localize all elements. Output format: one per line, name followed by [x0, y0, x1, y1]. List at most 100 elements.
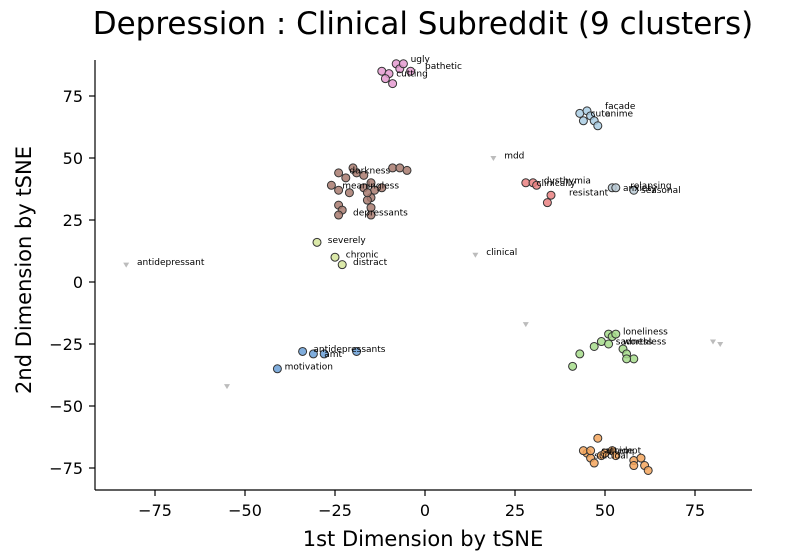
data-point — [337, 260, 347, 270]
x-axis-label: 1st Dimension by tSNE — [303, 527, 544, 551]
data-point — [604, 339, 614, 349]
word-label: cute — [591, 109, 611, 119]
data-point — [362, 188, 372, 198]
y-tick-label: −25 — [49, 335, 83, 354]
data-point — [611, 183, 621, 193]
word-label: anime — [605, 109, 633, 119]
word-label: suicidal — [594, 452, 628, 462]
x-tick-label: 75 — [685, 501, 705, 520]
data-point — [298, 346, 308, 356]
y-tick-label: 25 — [63, 211, 83, 230]
data-point — [629, 461, 639, 471]
x-tick-label: −75 — [138, 501, 172, 520]
word-label: anxiety — [623, 184, 657, 194]
x-ticks: −75 −50 −25 0 25 50 75 — [138, 490, 705, 520]
data-points — [123, 59, 724, 475]
word-label: loneliness — [623, 328, 668, 338]
data-point — [542, 198, 552, 208]
word-label: darkness — [349, 166, 390, 176]
word-label: attempt — [605, 447, 642, 457]
word-label: relapsing — [630, 181, 671, 191]
chart-title: Depression : Clinical Subreddit (9 clust… — [93, 6, 754, 42]
data-point — [334, 185, 344, 195]
x-tick-label: −50 — [228, 501, 262, 520]
data-point — [377, 183, 387, 193]
data-point — [123, 262, 130, 268]
data-point — [589, 458, 599, 468]
word-label: resistant — [569, 189, 609, 199]
word-label: motivation — [285, 362, 333, 372]
data-point — [330, 252, 340, 262]
x-tick-label: 0 — [420, 501, 430, 520]
data-point — [593, 121, 603, 131]
data-point — [348, 163, 358, 173]
data-point — [622, 354, 632, 364]
word-label: meaningless — [342, 181, 399, 191]
data-point — [326, 180, 336, 190]
data-point — [366, 210, 376, 220]
data-point — [717, 342, 724, 347]
data-point — [522, 322, 529, 328]
data-point — [224, 384, 230, 390]
x-tick-label: 50 — [595, 501, 615, 520]
y-tick-label: −50 — [49, 397, 83, 416]
word-label: amt — [324, 350, 342, 360]
y-tick-label: 50 — [63, 149, 83, 168]
data-point — [366, 178, 376, 188]
word-label: seasonal — [641, 186, 681, 196]
data-point — [312, 237, 322, 247]
data-point — [344, 188, 354, 198]
data-point — [341, 173, 351, 183]
word-label: worthless — [623, 338, 667, 348]
y-axis-label: 2nd Dimension by tSNE — [12, 146, 36, 394]
data-point — [611, 329, 621, 339]
word-label: severely — [328, 236, 367, 246]
word-label: clinically — [537, 179, 577, 189]
word-label: mdd — [504, 152, 524, 162]
data-point — [629, 185, 639, 195]
data-point — [406, 66, 416, 76]
data-point — [352, 346, 362, 356]
data-point — [398, 59, 408, 69]
x-tick-label: 25 — [505, 501, 525, 520]
word-label: antidepressant — [137, 258, 205, 268]
data-point — [388, 79, 398, 89]
data-point — [532, 180, 542, 190]
data-point — [611, 451, 621, 461]
x-tick-label: −25 — [318, 501, 352, 520]
data-point — [586, 446, 596, 456]
word-label: chronic — [346, 251, 379, 261]
word-label: suicide — [601, 447, 633, 457]
word-label: ugly — [411, 55, 431, 65]
data-point — [578, 116, 588, 126]
word-label: depressants — [353, 209, 408, 219]
data-point — [546, 190, 556, 200]
axes-spines — [94, 60, 752, 491]
word-label: pathetic — [425, 62, 462, 72]
data-point — [362, 195, 372, 205]
word-label: distract — [353, 258, 388, 268]
word-label: sadness — [616, 338, 653, 348]
word-label: facade — [605, 102, 636, 112]
data-point — [643, 465, 653, 475]
data-point — [402, 165, 412, 175]
word-label: dysthymia — [544, 176, 591, 186]
data-point — [308, 349, 318, 359]
data-point — [589, 341, 599, 351]
data-point — [710, 339, 716, 345]
data-point — [359, 170, 369, 180]
data-point — [568, 361, 578, 371]
data-point — [319, 349, 329, 359]
data-point — [380, 74, 390, 84]
data-point — [490, 156, 497, 161]
y-ticks: −75 −50 −25 0 25 50 75 — [49, 87, 95, 478]
y-tick-label: −75 — [49, 459, 83, 478]
word-label: cutting — [396, 70, 428, 80]
data-point — [636, 453, 646, 463]
data-point — [472, 252, 479, 258]
word-label: antidepressants — [313, 345, 385, 355]
y-tick-label: 0 — [73, 273, 83, 292]
data-point — [575, 349, 585, 359]
